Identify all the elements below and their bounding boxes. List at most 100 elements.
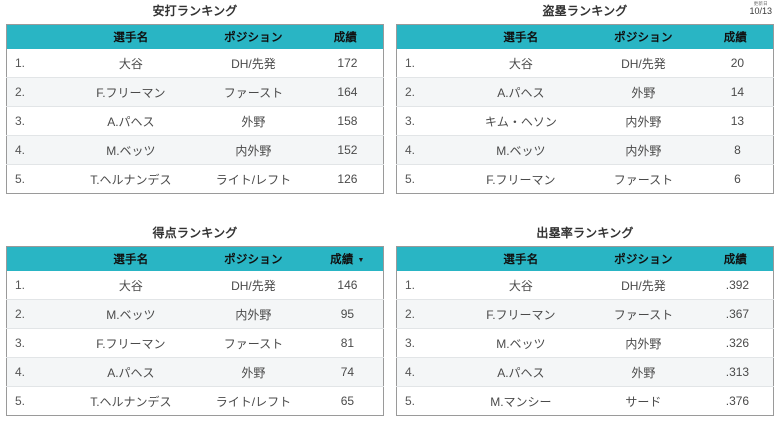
cell-player-name: A.パヘス <box>66 106 195 136</box>
cell-player-name: F.フリーマン <box>456 299 585 329</box>
cell-player-name: 大谷 <box>456 49 585 78</box>
table-row[interactable]: 5. M.マンシー サード .376 <box>396 386 774 416</box>
cell-position: 外野 <box>194 106 312 136</box>
table-row[interactable]: 1. 大谷 DH/先発 172 <box>6 49 384 78</box>
column-header-stat[interactable]: 成績 <box>701 246 774 272</box>
cell-position: 内外野 <box>584 328 702 358</box>
column-header-rank[interactable] <box>6 24 67 50</box>
column-header-position[interactable]: ポジション <box>194 246 312 272</box>
table-row[interactable]: 4. A.パヘス 外野 .313 <box>396 357 774 387</box>
cell-position: ファースト <box>584 299 702 329</box>
table-row[interactable]: 1. 大谷 DH/先発 20 <box>396 49 774 78</box>
cell-rank: 5. <box>396 164 457 194</box>
table-row[interactable]: 2. F.フリーマン ファースト 164 <box>6 77 384 107</box>
cell-stat: .392 <box>701 271 774 300</box>
table-row[interactable]: 4. M.ベッツ 内外野 152 <box>6 135 384 165</box>
cell-rank: 1. <box>6 271 67 300</box>
cell-position: ライト/レフト <box>194 164 312 194</box>
cell-rank: 4. <box>6 357 67 387</box>
column-header-rank[interactable] <box>396 246 457 272</box>
table-runs: 選手名 ポジション 成績 ▼ 1. 大谷 DH/先発 146 2. M.ベッツ <box>6 246 384 417</box>
cell-stat: 65 <box>311 386 384 416</box>
sort-caret-icon: ▼ <box>357 256 365 264</box>
table-on-base-percentage: 選手名 ポジション 成績 1. 大谷 DH/先発 .392 2. F.フリーマン <box>396 246 774 417</box>
cell-player-name: A.パヘス <box>456 357 585 387</box>
cell-stat: .376 <box>701 386 774 416</box>
cell-player-name: M.ベッツ <box>456 135 585 165</box>
table-header-hits: 選手名 ポジション 成績 <box>6 24 384 50</box>
header-row: 選手名 ポジション 成績 ▼ <box>6 246 384 272</box>
cell-position: DH/先発 <box>194 49 312 78</box>
cell-stat: 14 <box>701 77 774 107</box>
table-body-stolen-bases: 1. 大谷 DH/先発 20 2. A.パヘス 外野 14 3. キム・ヘソン <box>396 49 774 194</box>
table-row[interactable]: 5. T.ヘルナンデス ライト/レフト 126 <box>6 164 384 194</box>
cell-stat: 172 <box>311 49 384 78</box>
cell-player-name: A.パヘス <box>456 77 585 107</box>
cell-player-name: 大谷 <box>66 49 195 78</box>
cell-rank: 4. <box>396 357 457 387</box>
cell-position: 内外野 <box>584 106 702 136</box>
cell-player-name: キム・ヘソン <box>456 106 585 136</box>
column-header-position[interactable]: ポジション <box>194 24 312 50</box>
column-header-name[interactable]: 選手名 <box>66 24 195 50</box>
cell-player-name: M.ベッツ <box>456 328 585 358</box>
cell-stat: 126 <box>311 164 384 194</box>
cell-player-name: F.フリーマン <box>66 77 195 107</box>
table-row[interactable]: 3. A.パヘス 外野 158 <box>6 106 384 136</box>
table-row[interactable]: 5. F.フリーマン ファースト 6 <box>396 164 774 194</box>
cell-stat: .367 <box>701 299 774 329</box>
column-header-stat[interactable]: 成績 <box>701 24 774 50</box>
cell-stat: 13 <box>701 106 774 136</box>
cell-rank: 5. <box>396 386 457 416</box>
cell-stat: 95 <box>311 299 384 329</box>
header-row: 選手名 ポジション 成績 <box>6 24 384 50</box>
cell-player-name: 大谷 <box>66 271 195 300</box>
table-row[interactable]: 1. 大谷 DH/先発 .392 <box>396 271 774 300</box>
cell-player-name: T.ヘルナンデス <box>66 386 195 416</box>
cell-stat: .326 <box>701 328 774 358</box>
panel-hits: 安打ランキング 選手名 ポジション 成績 1. 大谷 <box>0 0 390 222</box>
table-row[interactable]: 1. 大谷 DH/先発 146 <box>6 271 384 300</box>
cell-stat: 20 <box>701 49 774 78</box>
column-header-name[interactable]: 選手名 <box>66 246 195 272</box>
column-header-stat[interactable]: 成績 <box>311 24 384 50</box>
table-row[interactable]: 3. キム・ヘソン 内外野 13 <box>396 106 774 136</box>
cell-rank: 4. <box>396 135 457 165</box>
column-header-stat-label: 成績 <box>723 32 748 45</box>
cell-stat: 164 <box>311 77 384 107</box>
cell-player-name: M.ベッツ <box>66 135 195 165</box>
cell-stat: 74 <box>311 357 384 387</box>
panel-title-runs: 得点ランキング <box>152 226 238 240</box>
column-header-position[interactable]: ポジション <box>584 24 702 50</box>
table-header-on-base-percentage: 選手名 ポジション 成績 <box>396 246 774 272</box>
table-row[interactable]: 3. F.フリーマン ファースト 81 <box>6 328 384 358</box>
update-stamp-label: 更新日 <box>753 1 768 6</box>
column-header-rank[interactable] <box>396 24 457 50</box>
cell-rank: 2. <box>6 77 67 107</box>
cell-rank: 2. <box>396 299 457 329</box>
column-header-name[interactable]: 選手名 <box>456 24 585 50</box>
cell-position: DH/先発 <box>584 271 702 300</box>
cell-stat: 158 <box>311 106 384 136</box>
update-stamp: 更新日 10/13 <box>749 1 772 16</box>
table-row[interactable]: 2. A.パヘス 外野 14 <box>396 77 774 107</box>
cell-position: ファースト <box>194 328 312 358</box>
cell-player-name: 大谷 <box>456 271 585 300</box>
table-row[interactable]: 4. A.パヘス 外野 74 <box>6 357 384 387</box>
column-header-rank[interactable] <box>6 246 67 272</box>
table-row[interactable]: 2. F.フリーマン ファースト .367 <box>396 299 774 329</box>
cell-player-name: M.ベッツ <box>66 299 195 329</box>
cell-position: ファースト <box>584 164 702 194</box>
cell-position: ライト/レフト <box>194 386 312 416</box>
cell-stat: 146 <box>311 271 384 300</box>
column-header-name[interactable]: 選手名 <box>456 246 585 272</box>
column-header-stat[interactable]: 成績 ▼ <box>311 246 384 272</box>
column-header-position[interactable]: ポジション <box>584 246 702 272</box>
table-row[interactable]: 3. M.ベッツ 内外野 .326 <box>396 328 774 358</box>
table-row[interactable]: 5. T.ヘルナンデス ライト/レフト 65 <box>6 386 384 416</box>
table-row[interactable]: 2. M.ベッツ 内外野 95 <box>6 299 384 329</box>
table-row[interactable]: 4. M.ベッツ 内外野 8 <box>396 135 774 165</box>
table-stolen-bases: 選手名 ポジション 成績 1. 大谷 DH/先発 20 2. A.パヘス <box>396 24 774 195</box>
cell-position: 外野 <box>194 357 312 387</box>
